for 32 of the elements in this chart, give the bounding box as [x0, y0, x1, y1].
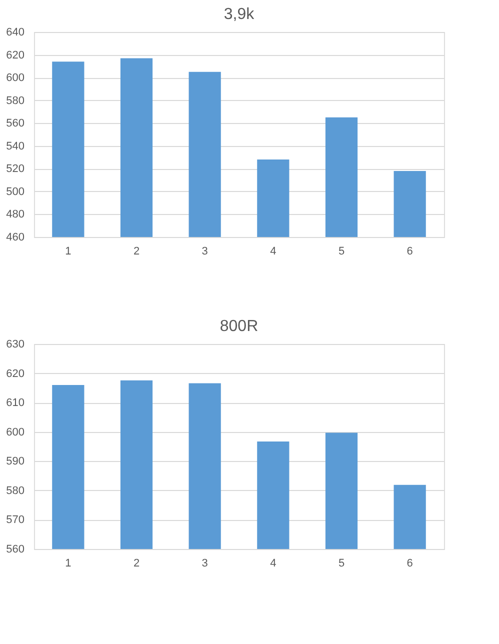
y-tick-label: 560	[6, 544, 24, 556]
x-tick-label: 3	[202, 246, 208, 258]
y-tick-label: 590	[6, 456, 24, 468]
y-tick-label: 480	[6, 208, 24, 221]
x-tick-label: 2	[133, 558, 140, 570]
y-tick-label: 580	[6, 484, 24, 497]
y-tick-label: 500	[6, 186, 24, 198]
y-tick-label: 610	[6, 397, 24, 410]
x-tick-label: 6	[406, 246, 413, 258]
x-tick-label: 1	[65, 558, 72, 570]
y-tick-label: 580	[6, 94, 24, 107]
chart-title: 3,9k	[224, 6, 256, 23]
y-tick-label: 600	[6, 72, 24, 84]
y-tick-label: 460	[6, 232, 24, 244]
y-tick-label: 640	[6, 26, 24, 38]
x-tick-label: 5	[338, 246, 345, 258]
x-tick-label: 4	[270, 558, 276, 570]
x-tick-label: 2	[133, 246, 140, 258]
y-tick-label: 630	[6, 338, 24, 350]
x-tick-label: 4	[270, 246, 276, 258]
x-tick-label: 1	[65, 246, 72, 258]
y-tick-label: 570	[6, 514, 24, 526]
x-tick-label: 3	[202, 558, 208, 570]
x-tick-label: 5	[338, 558, 345, 570]
y-tick-label: 620	[6, 368, 24, 380]
y-tick-label: 620	[6, 49, 24, 62]
y-tick-label: 560	[6, 118, 24, 130]
y-tick-label: 600	[6, 426, 24, 438]
chart-title: 800R	[220, 318, 258, 335]
x-tick-label: 6	[406, 558, 413, 570]
y-tick-label: 520	[6, 163, 24, 176]
y-tick-label: 540	[6, 140, 24, 152]
